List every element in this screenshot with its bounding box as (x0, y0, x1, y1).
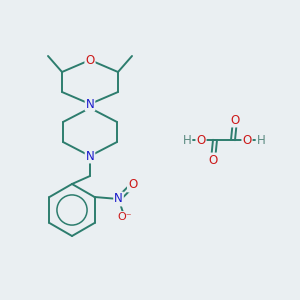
Text: O: O (128, 178, 137, 191)
Text: O: O (230, 113, 240, 127)
Text: N: N (114, 193, 123, 206)
Text: N: N (85, 98, 94, 110)
Text: O: O (242, 134, 252, 146)
Text: O: O (196, 134, 206, 146)
Text: O⁻: O⁻ (117, 212, 132, 222)
Text: O: O (208, 154, 217, 166)
Text: H: H (256, 134, 266, 146)
Text: O: O (85, 53, 94, 67)
Text: H: H (183, 134, 191, 146)
Text: N: N (85, 149, 94, 163)
